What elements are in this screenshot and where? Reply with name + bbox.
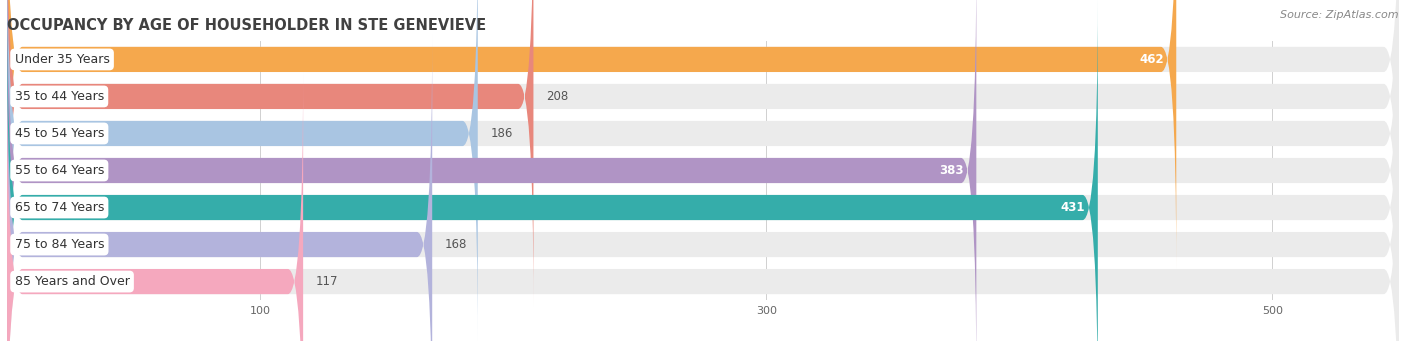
Text: 168: 168	[444, 238, 467, 251]
FancyBboxPatch shape	[7, 72, 1399, 341]
Text: 55 to 64 Years: 55 to 64 Years	[14, 164, 104, 177]
FancyBboxPatch shape	[7, 0, 1399, 306]
FancyBboxPatch shape	[7, 72, 304, 341]
FancyBboxPatch shape	[7, 0, 1177, 269]
FancyBboxPatch shape	[7, 0, 478, 341]
FancyBboxPatch shape	[7, 0, 1399, 341]
Text: OCCUPANCY BY AGE OF HOUSEHOLDER IN STE GENEVIEVE: OCCUPANCY BY AGE OF HOUSEHOLDER IN STE G…	[7, 18, 486, 33]
Text: 75 to 84 Years: 75 to 84 Years	[14, 238, 104, 251]
FancyBboxPatch shape	[7, 0, 533, 306]
FancyBboxPatch shape	[7, 0, 976, 341]
Text: 35 to 44 Years: 35 to 44 Years	[14, 90, 104, 103]
Text: Source: ZipAtlas.com: Source: ZipAtlas.com	[1281, 10, 1399, 20]
FancyBboxPatch shape	[7, 0, 1399, 269]
Text: Under 35 Years: Under 35 Years	[14, 53, 110, 66]
FancyBboxPatch shape	[7, 35, 1399, 341]
Text: 186: 186	[491, 127, 513, 140]
FancyBboxPatch shape	[7, 0, 1098, 341]
Text: 462: 462	[1139, 53, 1164, 66]
FancyBboxPatch shape	[7, 0, 1399, 341]
FancyBboxPatch shape	[7, 35, 432, 341]
Text: 431: 431	[1060, 201, 1085, 214]
Text: 208: 208	[546, 90, 568, 103]
Text: 85 Years and Over: 85 Years and Over	[14, 275, 129, 288]
FancyBboxPatch shape	[7, 0, 1399, 341]
Text: 45 to 54 Years: 45 to 54 Years	[14, 127, 104, 140]
Text: 117: 117	[316, 275, 339, 288]
Text: 65 to 74 Years: 65 to 74 Years	[14, 201, 104, 214]
Text: 383: 383	[939, 164, 963, 177]
